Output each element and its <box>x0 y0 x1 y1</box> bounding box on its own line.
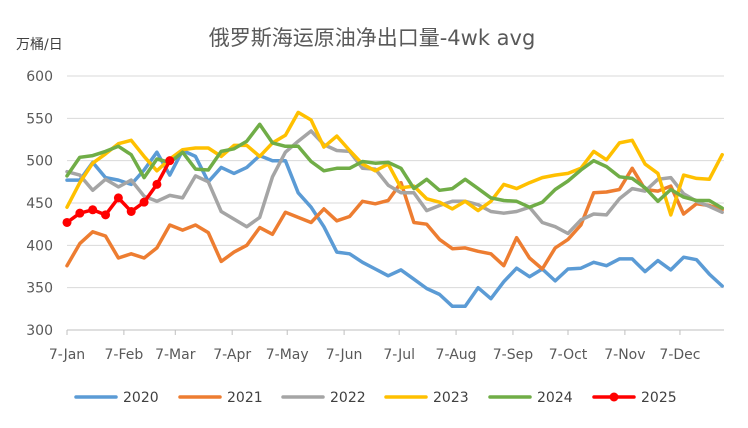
y-tick-label: 350 <box>26 281 53 297</box>
series-point-2025 <box>139 197 149 207</box>
legend-label-2025: 2025 <box>641 390 677 406</box>
legend-label-2022: 2022 <box>330 390 366 406</box>
series-line-2021 <box>65 166 724 271</box>
x-tick-label: 7-Nov <box>604 347 645 363</box>
series-point-2025 <box>62 217 72 227</box>
series-line-2020 <box>65 148 724 309</box>
y-tick-label: 600 <box>26 69 53 85</box>
x-tick-label: 7-Aug <box>436 347 477 363</box>
x-tick-label: 7-Sep <box>493 347 533 363</box>
x-tick-label: 7-Jun <box>326 347 363 363</box>
series-point-2025 <box>75 208 85 218</box>
series-point-2025 <box>126 206 136 216</box>
y-axis-label: 万桶/日 <box>16 37 63 53</box>
legend-label-2021: 2021 <box>227 390 263 406</box>
series-point-2025 <box>113 193 123 203</box>
y-tick-label: 550 <box>26 111 53 127</box>
grid-layer <box>67 75 724 331</box>
series-point-2025 <box>101 210 111 220</box>
x-tick-label: 7-Jul <box>383 347 415 363</box>
legend-label-2020: 2020 <box>123 390 159 406</box>
legend-label-2024: 2024 <box>537 390 573 406</box>
y-tick-labels: 300 350 400 450 500 550 600 <box>26 69 53 339</box>
x-tick-label: 7-Jan <box>49 347 85 363</box>
series-line-2023 <box>65 110 724 217</box>
series-point-2025 <box>88 205 98 215</box>
legend: 2020 2021 2022 2023 2024 2025 <box>74 390 677 406</box>
y-tick-label: 500 <box>26 154 53 170</box>
x-tick-label: 7-Oct <box>549 347 588 363</box>
x-tick-label: 7-Apr <box>213 347 251 363</box>
x-tick-label: 7-May <box>266 347 309 363</box>
series-point-2025 <box>152 179 162 189</box>
series-point-2025 <box>165 156 175 166</box>
x-tick-label: 7-Dec <box>659 347 700 363</box>
x-tick-label: 7-Feb <box>105 347 144 363</box>
series-layer <box>62 110 724 309</box>
legend-label-2023: 2023 <box>433 390 469 406</box>
legend-marker-2025 <box>609 392 619 402</box>
chart-title: 俄罗斯海运原油净出口量-4wk avg <box>209 26 536 50</box>
y-tick-label: 450 <box>26 196 53 212</box>
x-tick-label: 7-Mar <box>155 347 196 363</box>
x-tick-labels: 7-Jan 7-Feb 7-Mar 7-Apr 7-May 7-Jun 7-Jul 7-Aug… <box>49 330 700 363</box>
y-tick-label: 400 <box>26 238 53 254</box>
series-line-2024 <box>65 122 724 210</box>
y-tick-label: 300 <box>26 323 53 339</box>
series-line-2022 <box>65 129 724 236</box>
